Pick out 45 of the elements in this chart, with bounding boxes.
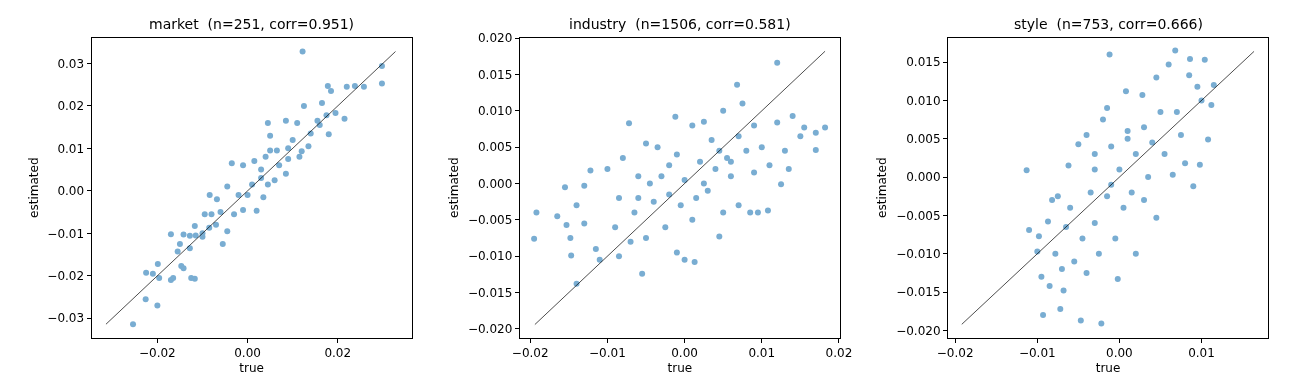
y-tick-label: 0.01 <box>57 141 85 156</box>
x-tick-label: −0.02 <box>511 346 549 361</box>
x-tick-label: −0.02 <box>936 346 974 361</box>
x-tick-label: 0.00 <box>1106 346 1133 361</box>
y-tick-label: 0.005 <box>478 140 513 155</box>
y-tick-label: 0.015 <box>906 55 941 70</box>
x-axis-title: true <box>1095 361 1121 376</box>
y-tick-label: −0.020 <box>896 323 941 338</box>
chart-title: industry (n=1506, corr=0.581) <box>569 16 791 32</box>
x-axis-title: true <box>239 361 264 376</box>
y-tick-label: −0.02 <box>47 269 85 283</box>
x-tick-label: 0.01 <box>1188 346 1215 361</box>
y-tick-label: −0.03 <box>47 311 85 326</box>
x-tick-label: 0.01 <box>748 346 776 361</box>
y-axis-title: estimated <box>26 157 41 218</box>
y-tick-label: −0.020 <box>467 322 513 337</box>
y-tick-label: 0.015 <box>478 67 513 82</box>
y-tick-label: −0.01 <box>47 226 85 241</box>
x-tick-label: −0.01 <box>1018 346 1056 361</box>
y-tick-label: −0.010 <box>896 246 941 261</box>
y-tick-label: 0.010 <box>478 104 513 119</box>
y-axis-title: estimated <box>875 157 890 218</box>
chart-title: market (n=251, corr=0.951) <box>149 16 355 32</box>
x-tick-label: −0.02 <box>138 346 176 361</box>
x-tick-label: 0.02 <box>324 346 352 361</box>
x-tick-label: 0.00 <box>234 346 261 361</box>
y-axis-title: estimated <box>447 157 462 218</box>
x-axis-title: true <box>667 361 693 376</box>
y-tick-label: −0.010 <box>467 249 513 264</box>
y-tick-label: 0.010 <box>906 93 941 108</box>
y-tick-label: −0.005 <box>896 208 941 223</box>
y-tick-label: 0.020 <box>478 31 513 46</box>
x-tick-label: −0.01 <box>589 346 626 361</box>
y-tick-label: 0.005 <box>906 131 941 146</box>
y-tick-label: −0.015 <box>896 285 941 300</box>
y-tick-label: 0.00 <box>57 184 85 199</box>
y-tick-label: 0.000 <box>906 170 941 185</box>
y-tick-label: 0.000 <box>478 176 513 191</box>
chart-title: style (n=753, corr=0.666) <box>1014 16 1203 32</box>
y-tick-label: 0.03 <box>57 56 85 71</box>
y-tick-label: −0.015 <box>467 285 513 300</box>
x-tick-label: 0.00 <box>671 346 698 361</box>
y-tick-label: 0.02 <box>57 99 85 114</box>
x-tick-label: 0.02 <box>825 346 853 361</box>
y-tick-label: −0.005 <box>467 213 513 228</box>
